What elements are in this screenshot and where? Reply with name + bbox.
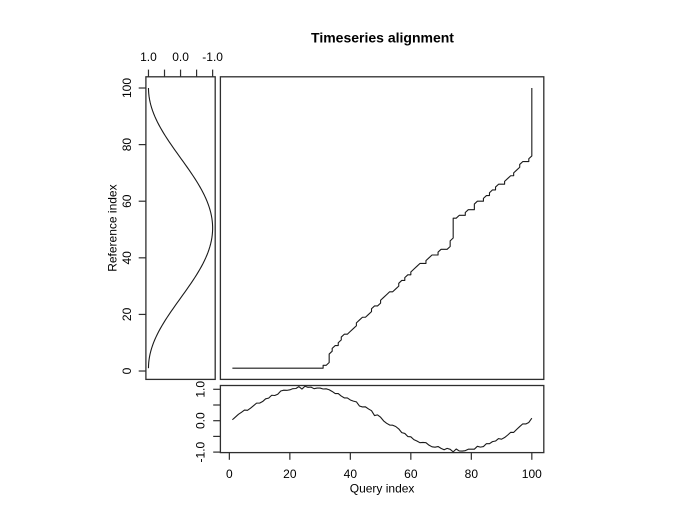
svg-text:0: 0 bbox=[120, 367, 134, 374]
svg-text:0.0: 0.0 bbox=[194, 412, 208, 429]
svg-text:40: 40 bbox=[344, 467, 358, 481]
svg-text:1.0: 1.0 bbox=[194, 381, 208, 398]
svg-text:80: 80 bbox=[465, 467, 479, 481]
svg-text:20: 20 bbox=[283, 467, 297, 481]
svg-text:100: 100 bbox=[522, 467, 542, 481]
svg-text:0: 0 bbox=[226, 467, 233, 481]
svg-text:40: 40 bbox=[120, 251, 134, 265]
svg-text:60: 60 bbox=[404, 467, 418, 481]
svg-text:0.0: 0.0 bbox=[172, 50, 189, 64]
svg-text:60: 60 bbox=[120, 194, 134, 208]
svg-text:100: 100 bbox=[120, 78, 134, 98]
svg-text:Query index: Query index bbox=[350, 481, 415, 495]
svg-text:20: 20 bbox=[120, 307, 134, 321]
svg-text:Reference index: Reference index bbox=[106, 184, 120, 271]
svg-text:80: 80 bbox=[120, 138, 134, 152]
svg-text:-1.0: -1.0 bbox=[202, 50, 223, 64]
svg-text:-1.0: -1.0 bbox=[194, 441, 208, 462]
svg-text:1.0: 1.0 bbox=[140, 50, 157, 64]
svg-text:Timeseries alignment: Timeseries alignment bbox=[311, 30, 454, 46]
